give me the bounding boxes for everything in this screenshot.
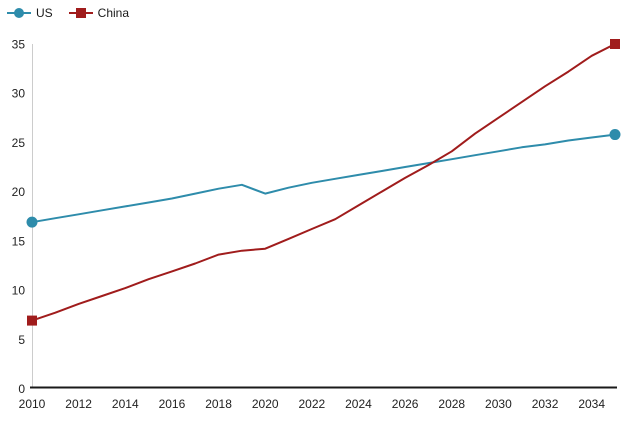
x-tick-label: 2030 <box>485 397 512 411</box>
y-tick-label: 25 <box>12 136 26 150</box>
legend-item-china: China <box>68 6 130 20</box>
x-tick-label: 2032 <box>532 397 559 411</box>
legend-label-us: US <box>36 6 53 20</box>
x-tick-label: 2012 <box>65 397 92 411</box>
y-tick-label: 5 <box>18 333 25 347</box>
y-tick-label: 15 <box>12 234 26 248</box>
china-endpoint-marker <box>27 315 37 326</box>
legend-label-china: China <box>97 6 130 20</box>
us-endpoint-marker <box>26 216 38 228</box>
y-tick-label: 0 <box>18 382 25 396</box>
china-endpoint-marker <box>610 39 620 49</box>
china-line-square-marker-icon <box>68 8 93 18</box>
china-line <box>31 43 616 322</box>
us-line <box>31 133 616 224</box>
x-tick-label: 2024 <box>345 397 372 411</box>
x-tick-label: 2016 <box>159 397 186 411</box>
us-line-circle-marker-icon <box>7 8 31 18</box>
x-tick-label: 2028 <box>438 397 465 411</box>
x-tick-label: 2010 <box>19 397 46 411</box>
x-tick-label: 2014 <box>112 397 139 411</box>
y-tick-label: 30 <box>12 87 26 101</box>
x-tick-label: 2020 <box>252 397 279 411</box>
chart-legend: US China <box>7 7 129 19</box>
legend-item-us: US <box>7 7 53 19</box>
x-tick-label: 2022 <box>298 397 325 411</box>
x-tick-label: 2018 <box>205 397 232 411</box>
us-endpoint-marker <box>609 129 621 141</box>
x-tick-label: 2026 <box>392 397 419 411</box>
y-tick-label: 10 <box>12 284 26 298</box>
y-tick-label: 35 <box>12 38 26 52</box>
y-tick-label: 20 <box>12 185 26 199</box>
x-tick-label: 2034 <box>578 397 605 411</box>
